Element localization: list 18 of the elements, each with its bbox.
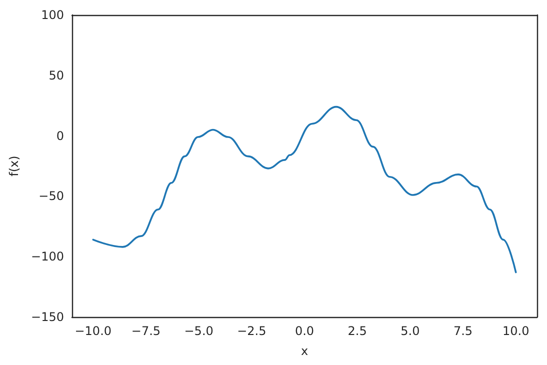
y-tick-label: −100 xyxy=(31,250,64,264)
x-tick-label: 2.5 xyxy=(348,324,367,338)
line-series xyxy=(92,106,517,274)
x-tick-label: −2.5 xyxy=(237,324,266,338)
x-tick-label: 0.0 xyxy=(294,324,314,338)
x-tick-label: 5.0 xyxy=(400,324,420,338)
y-axis-title: f(x) xyxy=(7,156,22,176)
x-tick-label: 7.5 xyxy=(453,324,473,338)
y-tick-label: −150 xyxy=(31,310,64,324)
y-tick-label: 100 xyxy=(41,8,64,22)
y-tick-label: 50 xyxy=(48,68,64,82)
x-tick-label: −7.5 xyxy=(131,324,161,338)
x-tick-label: −5.0 xyxy=(184,324,214,338)
y-tick-label: 0 xyxy=(56,128,64,143)
y-tick-label: −50 xyxy=(38,189,64,204)
x-axis-title: x xyxy=(300,344,308,358)
x-tick-label: 10.0 xyxy=(502,324,530,338)
x-tick-label: −10.0 xyxy=(74,324,112,338)
